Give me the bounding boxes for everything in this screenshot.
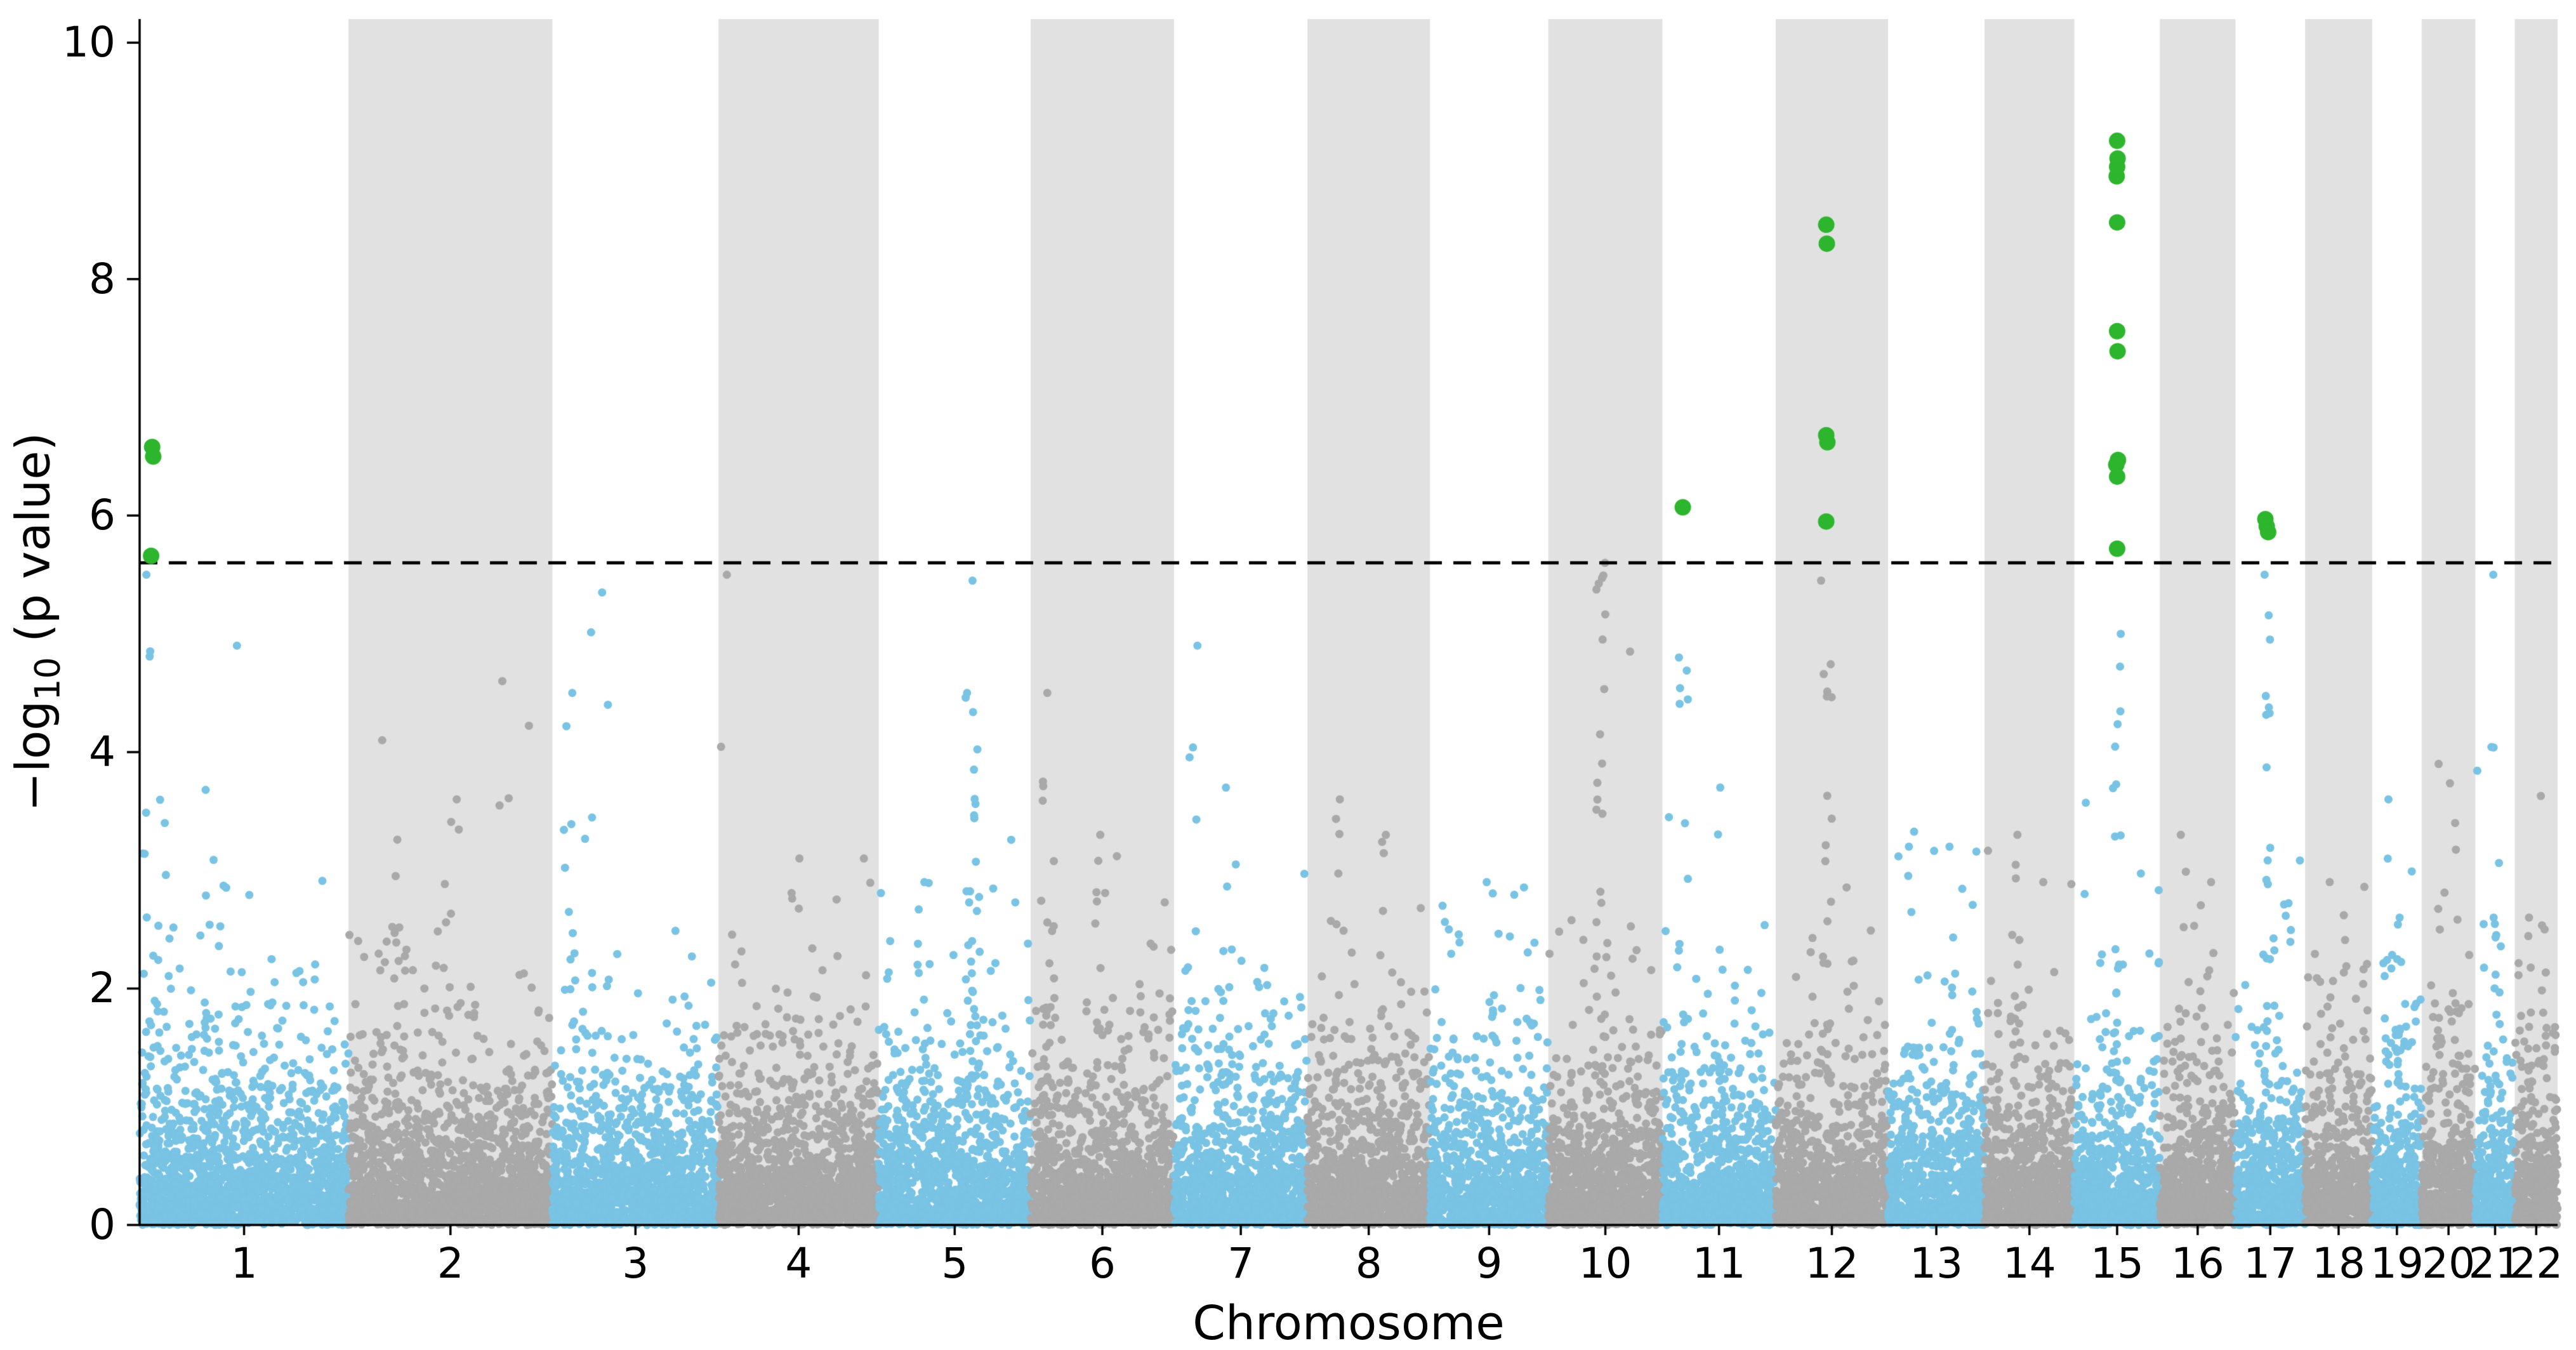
x-tick-label-chr21: 21 bbox=[2468, 1239, 2522, 1288]
x-tick-label-chr2: 2 bbox=[437, 1239, 464, 1288]
x-tick-label-chr7: 7 bbox=[1227, 1239, 1255, 1288]
x-tick-label-chr16: 16 bbox=[2170, 1239, 2224, 1288]
y-tick-label: 10 bbox=[62, 18, 116, 67]
x-tick-label-chr1: 1 bbox=[230, 1239, 258, 1288]
y-axis-label: −log10 (p value) bbox=[6, 432, 68, 811]
x-tick-label-chr8: 8 bbox=[1355, 1239, 1382, 1288]
y-tick-label: 8 bbox=[89, 254, 116, 303]
x-axis-label: Chromosome bbox=[1192, 1296, 1505, 1350]
x-tick-label-chr4: 4 bbox=[785, 1239, 812, 1288]
x-tick-label-chr13: 13 bbox=[1910, 1239, 1964, 1288]
x-tick-label-chr14: 14 bbox=[2002, 1239, 2056, 1288]
y-tick-label: 4 bbox=[89, 727, 116, 776]
x-tick-label-chr19: 19 bbox=[2370, 1239, 2424, 1288]
x-tick-label-chr15: 15 bbox=[2090, 1239, 2144, 1288]
x-tick-label-chr10: 10 bbox=[1578, 1239, 1632, 1288]
x-tick-label-chr3: 3 bbox=[622, 1239, 649, 1288]
x-tick-label-chr20: 20 bbox=[2422, 1239, 2476, 1288]
x-tick-label-chr11: 11 bbox=[1692, 1239, 1746, 1288]
x-tick-label-chr5: 5 bbox=[941, 1239, 968, 1288]
y-axis-label-prefix: −log bbox=[6, 700, 61, 812]
x-tick-label-chr17: 17 bbox=[2243, 1239, 2297, 1288]
y-tick-label: 0 bbox=[89, 1200, 116, 1249]
x-tick-label-chr6: 6 bbox=[1088, 1239, 1116, 1288]
x-tick-label-chr22: 22 bbox=[2509, 1239, 2563, 1288]
y-tick-label: 2 bbox=[89, 963, 116, 1013]
x-tick-label-chr9: 9 bbox=[1476, 1239, 1503, 1288]
y-tick-label: 6 bbox=[89, 491, 116, 540]
x-tick-label-chr18: 18 bbox=[2311, 1239, 2365, 1288]
y-axis-label-subscript: 10 bbox=[27, 657, 68, 701]
x-tick-label-chr12: 12 bbox=[1805, 1239, 1859, 1288]
y-axis-label-suffix: (p value) bbox=[6, 432, 61, 658]
